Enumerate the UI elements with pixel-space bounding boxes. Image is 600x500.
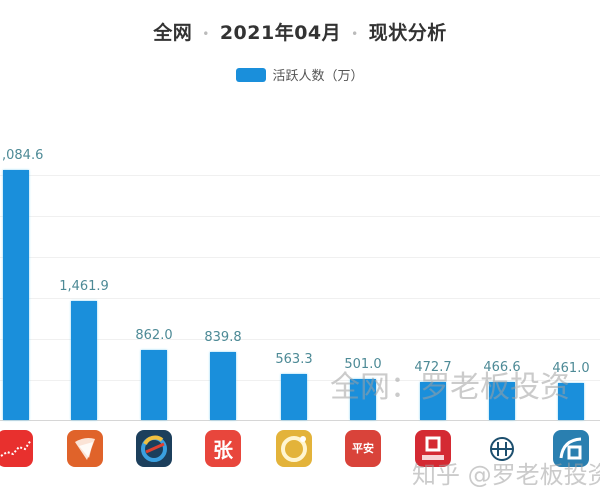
gridline <box>0 216 600 217</box>
bar-5[interactable] <box>281 374 307 420</box>
gridline <box>0 257 600 258</box>
data-label: 839.8 <box>204 330 242 345</box>
chart-legend[interactable]: 活跃人数（万） <box>0 65 600 84</box>
bar-3[interactable] <box>141 350 167 420</box>
app-icon-4: 张 <box>205 430 241 467</box>
title-date: 2021年04月 <box>219 22 342 44</box>
app-icon-6: 平安 <box>345 430 381 467</box>
data-label: 1,461.9 <box>59 279 109 294</box>
title-topic: 现状分析 <box>368 22 447 44</box>
x-axis-line <box>0 420 600 421</box>
gridline <box>0 339 600 340</box>
bar-7[interactable] <box>420 382 446 420</box>
data-label: 466.6 <box>483 360 521 375</box>
bar-1[interactable] <box>3 170 29 420</box>
chart-title: 全网 • 2021年04月 • 现状分析 <box>0 18 600 45</box>
app-icon-7 <box>415 430 451 467</box>
data-label: 862.0 <box>135 328 173 343</box>
data-label: 461.0 <box>552 361 590 376</box>
title-separator: • <box>202 26 210 41</box>
legend-label: 活跃人数（万） <box>272 69 364 84</box>
app-icon-1 <box>0 430 33 467</box>
app-icon-8 <box>484 430 520 467</box>
title-separator: • <box>351 26 359 41</box>
data-label: 563.3 <box>275 352 313 367</box>
bar-2[interactable] <box>71 301 97 420</box>
bar-6[interactable] <box>350 379 376 420</box>
bar-9[interactable] <box>558 383 584 420</box>
title-scope: 全网 <box>153 22 193 44</box>
app-icon-9 <box>553 430 589 467</box>
bar-8[interactable] <box>489 382 515 420</box>
app-icon-3 <box>136 430 172 467</box>
bar-4[interactable] <box>210 352 236 420</box>
data-label: 501.0 <box>344 357 382 372</box>
app-icon-2 <box>67 430 103 467</box>
data-label: 472.7 <box>414 360 452 375</box>
data-label: ,084.6 <box>2 148 44 163</box>
gridline <box>0 175 600 176</box>
app-icon-5 <box>276 430 312 467</box>
legend-swatch <box>236 67 267 82</box>
gridline <box>0 298 600 299</box>
